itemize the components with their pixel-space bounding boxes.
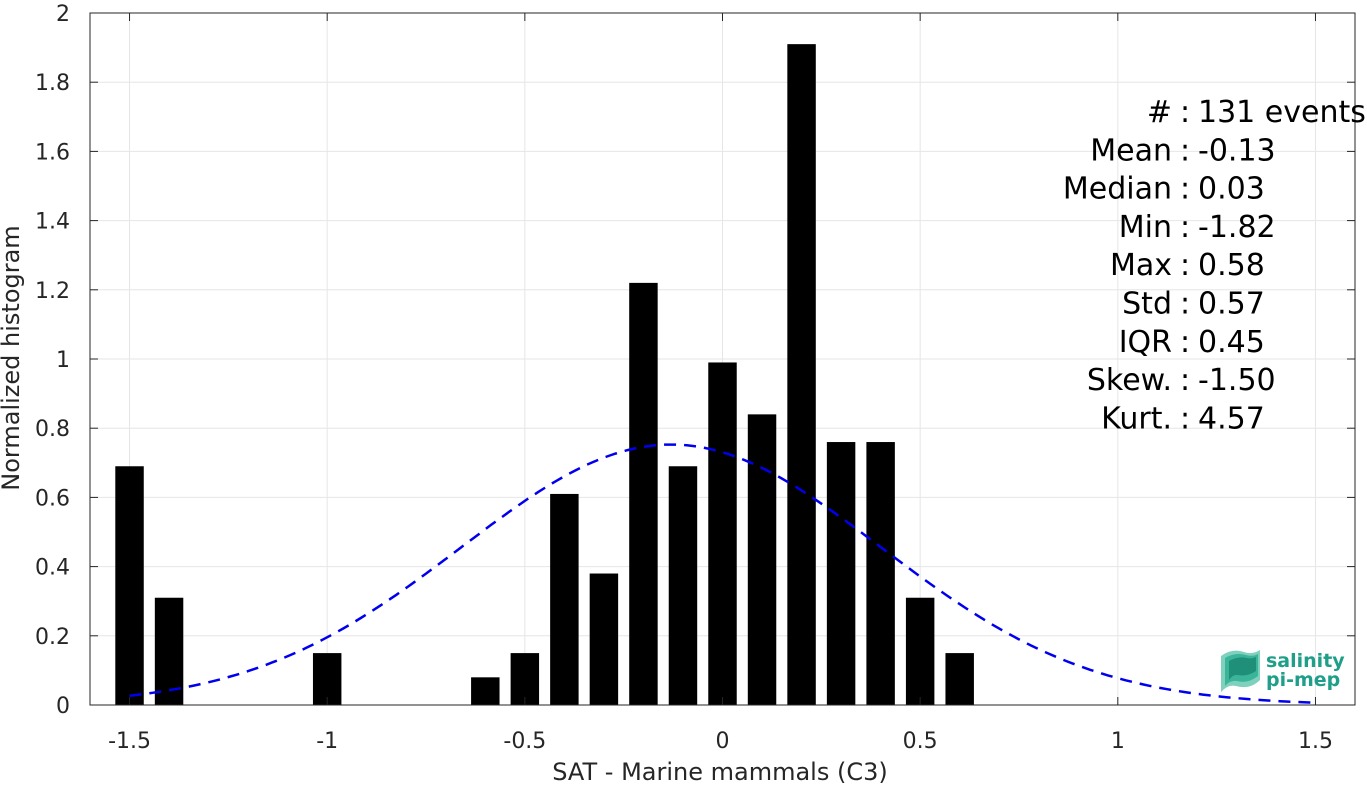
y-tick-label: 1.4 [35, 210, 70, 235]
histogram-bar [550, 493, 579, 705]
stat-key: # [1147, 95, 1172, 130]
x-tick-label: 1.5 [1298, 729, 1333, 754]
y-tick-label: 0.8 [35, 417, 70, 442]
stat-key: Mean [1090, 133, 1172, 168]
histogram-bar [787, 44, 816, 705]
x-tick-label: 0 [716, 729, 730, 754]
stat-colon: : [1180, 210, 1190, 245]
stat-colon: : [1180, 248, 1190, 283]
x-tick-label: -1 [316, 729, 338, 754]
stat-key: Kurt. [1101, 401, 1172, 436]
histogram-bar [154, 597, 184, 705]
histogram-bar [826, 442, 856, 705]
x-tick-label: -1.5 [108, 729, 151, 754]
stat-value: 0.58 [1198, 248, 1265, 283]
y-tick-label: 0.6 [35, 486, 70, 511]
histogram-bar [115, 466, 144, 705]
histogram-bar [312, 653, 342, 705]
stat-colon: : [1180, 95, 1190, 130]
stat-value: 0.45 [1198, 325, 1265, 360]
stat-value: -1.82 [1198, 210, 1276, 245]
logo-line-2: pi-mep [1266, 669, 1340, 691]
stat-row: IQR:0.45 [1119, 325, 1265, 360]
stat-row: Mean: -0.13 [1090, 133, 1275, 168]
stat-value: 131 events [1198, 95, 1366, 130]
wave-logo-icon [1221, 650, 1260, 692]
histogram-bars [115, 44, 974, 705]
stat-key: Skew. [1087, 363, 1172, 398]
stat-key: IQR [1119, 325, 1172, 360]
stat-colon: : [1180, 287, 1190, 322]
y-axis-ticks: 0 0.2 0.4 0.6 0.8 1 1.2 1.4 1.6 1.8 2 [35, 2, 1355, 719]
stat-row: Median:0.03 [1063, 172, 1265, 207]
histogram-bar [905, 597, 935, 705]
stat-colon: : [1180, 325, 1190, 360]
histogram-bar [945, 653, 974, 705]
y-tick-label: 1.6 [35, 140, 70, 165]
stat-key: Min [1119, 210, 1172, 245]
gaussian-fit-curve [129, 443, 1316, 704]
stat-row: Max:0.58 [1110, 248, 1265, 283]
stat-value: 4.57 [1198, 401, 1265, 436]
y-tick-label: 0.2 [35, 625, 70, 650]
histogram-bar [510, 653, 540, 705]
x-tick-label: 1 [1111, 729, 1125, 754]
stat-value: 0.03 [1198, 172, 1265, 207]
stat-row: Std:0.57 [1122, 287, 1265, 322]
stat-key: Std [1122, 287, 1172, 322]
histogram-bar [866, 442, 895, 705]
stat-key: Max [1110, 248, 1172, 283]
x-tick-label: -0.5 [503, 729, 546, 754]
stat-colon: : [1180, 363, 1190, 398]
histogram-bar [708, 362, 737, 705]
stat-colon: : [1180, 172, 1190, 207]
stat-colon: : [1180, 133, 1190, 168]
stat-row: Min: -1.82 [1119, 210, 1276, 245]
y-tick-label: 1 [56, 348, 70, 373]
stat-row: # :131 events [1147, 95, 1366, 130]
stat-key: Median [1063, 172, 1172, 207]
stat-colon: : [1180, 401, 1190, 436]
y-tick-label: 1.8 [35, 71, 70, 96]
stat-row: Skew.: -1.50 [1087, 363, 1276, 398]
histogram-bar [589, 573, 619, 705]
histogram-bar [747, 414, 777, 705]
y-tick-label: 2 [56, 2, 70, 27]
salinity-pi-mep-logo: salinity pi-mep [1221, 650, 1345, 692]
stat-value: -1.50 [1198, 363, 1276, 398]
stat-row: Kurt.:4.57 [1101, 401, 1265, 436]
y-tick-label: 0 [56, 694, 70, 719]
x-axis-ticks: -1.5 -1 -0.5 0 0.5 1 1.5 [108, 13, 1333, 754]
y-axis-label: Normalized histogram [0, 225, 25, 490]
histogram-bar [471, 677, 500, 705]
histogram-bar [668, 466, 698, 705]
x-tick-label: 0.5 [903, 729, 938, 754]
y-tick-label: 1.2 [35, 279, 70, 304]
logo-line-1: salinity [1266, 650, 1345, 672]
x-axis-label: SAT - Marine mammals (C3) [552, 758, 887, 785]
y-tick-label: 0.4 [35, 556, 70, 581]
stat-value: -0.13 [1198, 133, 1276, 168]
histogram-bar [629, 282, 658, 705]
stat-value: 0.57 [1198, 287, 1265, 322]
